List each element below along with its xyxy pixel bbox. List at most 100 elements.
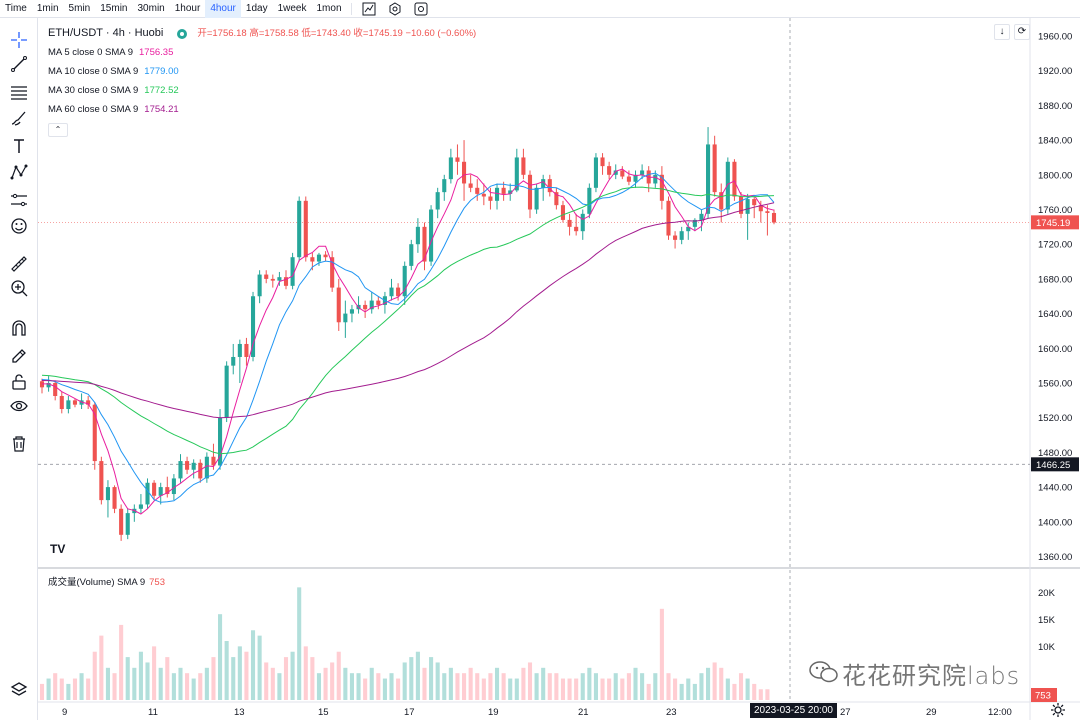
volume-bar	[257, 635, 262, 700]
candle-body	[323, 254, 328, 258]
pattern-icon[interactable]	[7, 160, 31, 184]
candle-body	[283, 277, 289, 286]
price-tick-label: 1360.00	[1038, 552, 1072, 563]
time-tick-label: 12:00	[988, 707, 1012, 718]
ma-legend-row[interactable]: MA 5 close 0 SMA 9 1756.35	[48, 43, 476, 62]
timeframe-4hour[interactable]: 4hour	[205, 0, 241, 18]
candle-body	[567, 219, 572, 227]
timeframe-time[interactable]: Time	[5, 2, 27, 14]
trash-icon[interactable]	[7, 432, 31, 456]
chart-legend: ETH/USDT · 4h · Huobi 开=1756.18 高=1758.5…	[48, 24, 476, 137]
volume-bar	[382, 678, 387, 700]
price-tick-label: 1800.00	[1038, 170, 1072, 181]
eye-icon[interactable]	[7, 394, 31, 418]
volume-bar	[218, 614, 223, 700]
volume-bar	[244, 651, 249, 700]
candle-body	[607, 166, 612, 175]
volume-bar	[165, 657, 170, 700]
horizontal-lines-icon[interactable]	[7, 80, 31, 104]
timeframe-5min[interactable]: 5min	[68, 2, 91, 14]
volume-bar	[429, 657, 434, 700]
volume-bar	[138, 651, 143, 700]
volume-bar	[422, 667, 427, 700]
timeframe-1hour[interactable]: 1hour	[174, 2, 201, 14]
unlock-icon[interactable]	[7, 370, 31, 394]
volume-bar	[145, 662, 150, 700]
ma-legend-row[interactable]: MA 10 close 0 SMA 9 1779.00	[48, 62, 476, 81]
candle-body	[620, 170, 625, 177]
settings-gear-icon[interactable]	[1050, 702, 1066, 718]
wechat-icon	[809, 661, 838, 683]
brush-icon[interactable]	[7, 106, 31, 130]
volume-bar	[59, 678, 64, 700]
volume-bar	[171, 673, 176, 700]
volume-bar	[706, 667, 711, 700]
candle-body	[336, 287, 341, 323]
timeframe-1week[interactable]: 1week	[277, 2, 307, 14]
volume-legend: 成交量(Volume) SMA 9 753	[48, 574, 165, 588]
crosshair-icon[interactable]	[7, 28, 31, 52]
timeframe-30min[interactable]: 30min	[137, 2, 165, 14]
tradingview-logo[interactable]: TV	[50, 542, 66, 556]
candle-body	[369, 300, 374, 310]
candle-body	[712, 144, 717, 193]
candle-body	[185, 461, 190, 470]
candle-body	[376, 300, 381, 305]
candle-body	[560, 205, 566, 220]
volume-bar	[303, 646, 308, 700]
timeframe-1mon[interactable]: 1mon	[316, 2, 342, 14]
timeframe-15min[interactable]: 15min	[100, 2, 128, 14]
ma-value: 1772.52	[144, 85, 179, 96]
scroll-to-latest-button[interactable]: ↓	[994, 24, 1010, 40]
collapse-legend-button[interactable]: ⌃	[48, 123, 68, 137]
candle-body	[257, 274, 262, 297]
candle-body	[244, 343, 249, 357]
measure-icon[interactable]	[7, 188, 31, 212]
zoom-in-icon[interactable]	[7, 276, 31, 300]
volume-bar	[435, 662, 440, 700]
volume-bar	[560, 678, 566, 700]
volume-bar	[600, 678, 605, 700]
volume-bar	[514, 678, 519, 700]
lock-drawing-icon[interactable]	[7, 342, 31, 366]
candle-body	[92, 404, 97, 462]
volume-bar	[231, 657, 236, 700]
crosshair-price-label-bg	[1031, 457, 1079, 472]
price-tick-label: 1640.00	[1038, 309, 1072, 320]
price-tick-label: 1840.00	[1038, 136, 1072, 147]
volume-bar	[86, 678, 91, 700]
volume-bar	[79, 673, 84, 700]
volume-tick-label: 15K	[1038, 615, 1056, 626]
volume-bar	[547, 673, 552, 700]
volume-bar	[343, 667, 348, 700]
volume-bar	[468, 667, 473, 700]
ma30-line	[41, 186, 775, 455]
magnet-icon[interactable]	[7, 316, 31, 340]
price-chart[interactable]: 1960.00 1920.00 1880.00 1840.00 1800.00 1760.…	[38, 18, 1080, 720]
layers-icon[interactable]	[7, 678, 31, 702]
ruler-icon[interactable]	[7, 252, 31, 276]
volume-bar	[666, 673, 671, 700]
volume-bar	[356, 673, 361, 700]
volume-bar	[765, 689, 770, 700]
price-tick-label: 1720.00	[1038, 240, 1072, 251]
text-icon[interactable]	[7, 134, 31, 158]
price-tick-label: 1400.00	[1038, 517, 1072, 528]
timeframe-1min[interactable]: 1min	[36, 2, 59, 14]
emoji-icon[interactable]	[7, 214, 31, 238]
volume-bar	[738, 673, 744, 700]
indicators-icon[interactable]	[386, 1, 404, 17]
ma-legend-row[interactable]: MA 60 close 0 SMA 9 1754.21	[48, 100, 476, 119]
reset-chart-button[interactable]: ⟳	[1014, 24, 1030, 40]
candle-body	[541, 179, 546, 188]
time-tick-label: 21	[578, 707, 589, 718]
trend-line-icon[interactable]	[7, 52, 31, 76]
candle-body	[297, 200, 302, 258]
volume-bar	[554, 673, 559, 700]
timeframe-1day[interactable]: 1day	[245, 2, 268, 14]
ma-legend-row[interactable]: MA 30 close 0 SMA 9 1772.52	[48, 81, 476, 100]
candle-body	[771, 212, 777, 223]
fullscreen-icon[interactable]	[412, 1, 430, 17]
volume-bar	[72, 678, 78, 700]
chart-type-icon[interactable]	[360, 1, 378, 17]
